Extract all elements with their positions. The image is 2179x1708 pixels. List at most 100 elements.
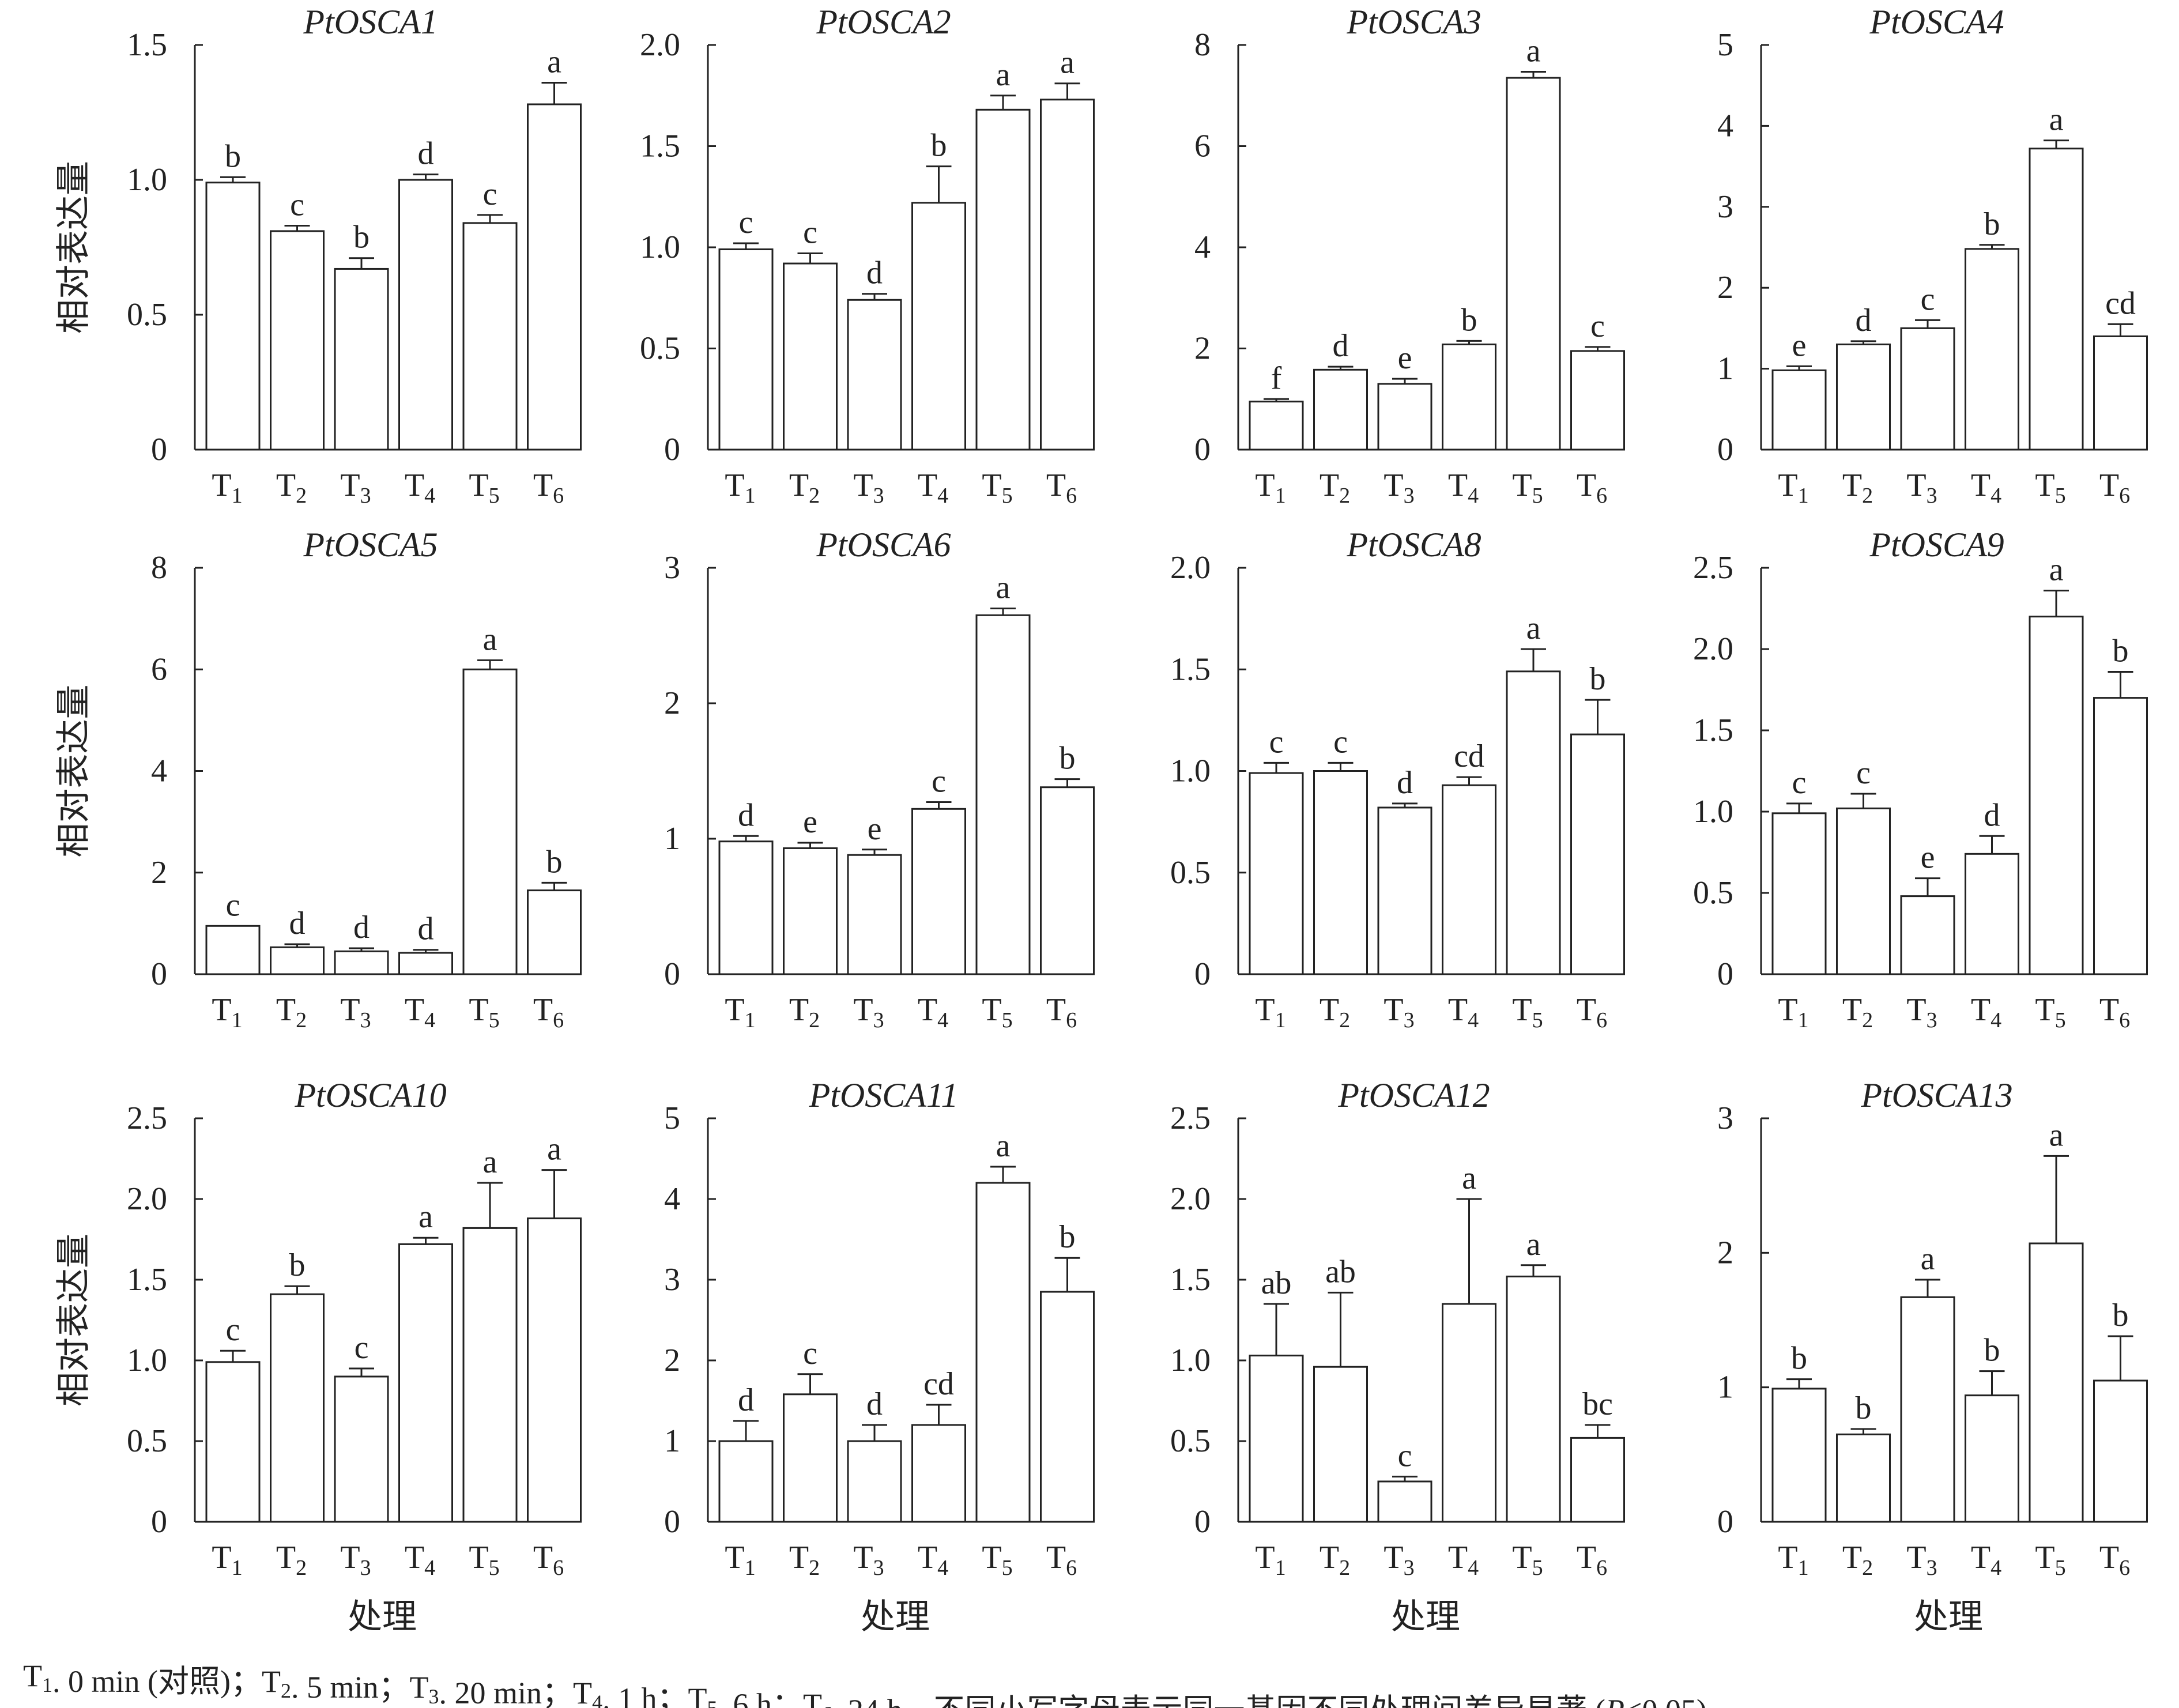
x-tick-label: T2 bbox=[276, 992, 307, 1032]
y-tick-label: 2 bbox=[1717, 270, 1733, 306]
significance-letter: a bbox=[1462, 1160, 1476, 1196]
bar bbox=[398, 952, 453, 975]
y-tick-label: 0 bbox=[151, 432, 167, 467]
y-tick-label: 0 bbox=[664, 1504, 680, 1540]
significance-letter: b bbox=[1791, 1341, 1807, 1377]
significance-letter: b bbox=[289, 1247, 306, 1283]
y-tick-label: 4 bbox=[664, 1181, 680, 1217]
significance-letter: cd bbox=[2105, 285, 2136, 321]
bar bbox=[1900, 1296, 1955, 1523]
bar bbox=[1965, 853, 2019, 975]
bar bbox=[783, 262, 838, 451]
bar bbox=[1506, 77, 1561, 451]
significance-letter: c bbox=[1792, 765, 1807, 801]
x-tick-label: T4 bbox=[918, 992, 948, 1032]
x-tick-label: T3 bbox=[1906, 992, 1937, 1032]
significance-letter: b bbox=[1984, 206, 2000, 242]
significance-letter: a bbox=[996, 570, 1011, 606]
x-tick-label: T5 bbox=[469, 1540, 499, 1580]
chart-title: PtOSCA3 bbox=[1346, 3, 1481, 41]
x-tick-label: T3 bbox=[340, 1540, 371, 1580]
bar bbox=[205, 1361, 261, 1523]
x-tick-label: T4 bbox=[918, 467, 948, 508]
bar bbox=[2029, 1242, 2084, 1523]
y-tick-label: 1.0 bbox=[127, 1343, 167, 1378]
x-tick-label: T2 bbox=[276, 1540, 307, 1580]
significance-letter: b bbox=[1060, 1219, 1076, 1255]
chart-title: PtOSCA9 bbox=[1869, 526, 2004, 564]
bar bbox=[1249, 772, 1304, 975]
chart-ptosca10: 0 0.5 1.0 1.5 2.0 2.5 PtOSCA10 c T1 b T2 c T3 a T4 a T5 a… bbox=[54, 1076, 582, 1637]
chart-title: PtOSCA1 bbox=[303, 3, 438, 41]
x-tick-label: T6 bbox=[1577, 467, 1607, 508]
y-tick-label: 0 bbox=[1194, 956, 1211, 992]
bar bbox=[911, 808, 966, 975]
bar bbox=[1040, 99, 1095, 451]
bar bbox=[334, 950, 389, 975]
x-tick-label: T2 bbox=[1320, 467, 1350, 508]
y-axis-label: 相对表达量 bbox=[54, 161, 94, 334]
bar bbox=[1313, 1366, 1368, 1523]
significance-letter: d bbox=[1397, 765, 1413, 801]
significance-letter: c bbox=[739, 205, 753, 240]
x-tick-label: T1 bbox=[1778, 1540, 1808, 1580]
y-tick-label: 1.0 bbox=[127, 162, 167, 198]
x-tick-label: T5 bbox=[982, 1540, 1012, 1580]
bar bbox=[1040, 786, 1095, 975]
significance-letter: cd bbox=[923, 1366, 954, 1402]
y-axis-label: 相对表达量 bbox=[54, 685, 94, 858]
bar bbox=[1771, 812, 1827, 975]
bar bbox=[718, 840, 774, 975]
bar bbox=[1377, 383, 1432, 451]
y-tick-label: 2 bbox=[1717, 1235, 1733, 1270]
chart-ptosca5: 0 2 4 6 8 PtOSCA5 c T1 d T2 d T3 d T4 a T5 b T6 相对表达量 bbox=[54, 526, 582, 1032]
significance-letter: b bbox=[1856, 1390, 1872, 1426]
y-tick-label: 3 bbox=[664, 550, 680, 586]
significance-letter: c bbox=[1398, 1438, 1412, 1474]
y-tick-label: 2 bbox=[664, 1343, 680, 1378]
bar bbox=[783, 1393, 838, 1523]
y-tick-label: 2 bbox=[664, 685, 680, 721]
y-tick-label: 2.5 bbox=[1170, 1100, 1211, 1136]
x-tick-label: T2 bbox=[1320, 1540, 1350, 1580]
bar bbox=[1965, 1394, 2019, 1523]
x-tick-label: T5 bbox=[1512, 992, 1543, 1032]
x-tick-label: T6 bbox=[533, 1540, 564, 1580]
y-tick-label: 2 bbox=[151, 855, 167, 891]
x-tick-label: T4 bbox=[1971, 1540, 2001, 1580]
y-tick-label: 0.5 bbox=[1693, 875, 1733, 911]
y-tick-label: 1 bbox=[1717, 1370, 1733, 1405]
x-tick-label: T4 bbox=[1971, 467, 2001, 508]
significance-letter: e bbox=[1792, 327, 1807, 363]
y-tick-label: 0 bbox=[151, 1504, 167, 1540]
bar bbox=[1570, 1436, 1625, 1523]
x-tick-label: T5 bbox=[1512, 467, 1543, 508]
y-tick-label: 0 bbox=[1717, 432, 1733, 467]
bar bbox=[718, 1440, 774, 1523]
significance-letter: e bbox=[1921, 840, 1935, 876]
significance-letter: b bbox=[225, 138, 241, 174]
y-tick-label: 1.5 bbox=[640, 129, 680, 164]
x-tick-label: T2 bbox=[276, 467, 307, 508]
chart-ptosca9: 0 0.5 1.0 1.5 2.0 2.5 PtOSCA9 c T1 c T2 e T3 d T4 a T5 b T… bbox=[1693, 526, 2148, 1032]
chart-title: PtOSCA10 bbox=[294, 1076, 446, 1114]
significance-letter: a bbox=[547, 44, 561, 80]
y-tick-label: 0 bbox=[1717, 1504, 1733, 1540]
significance-letter: a bbox=[1921, 1241, 1935, 1277]
significance-letter: b bbox=[353, 220, 370, 255]
bar bbox=[718, 248, 774, 451]
significance-letter: c bbox=[1590, 308, 1605, 344]
bar bbox=[1836, 807, 1891, 975]
bar bbox=[2093, 697, 2148, 975]
significance-letter: c bbox=[290, 187, 304, 223]
significance-letter: b bbox=[2113, 1298, 2129, 1333]
bar bbox=[270, 230, 325, 451]
chart-ptosca1: 0 0.5 1.0 1.5 PtOSCA1 b T1 c T2 b T3 d T4 c T5 a T6 相对表达量 bbox=[54, 3, 582, 508]
chart-ptosca11: 0 1 2 3 4 5 PtOSCA11 d T1 c T2 d T3 cd T4 a T5 b T6 处理 bbox=[664, 1076, 1095, 1637]
significance-letter: e bbox=[1398, 340, 1412, 376]
x-tick-label: T6 bbox=[2099, 467, 2130, 508]
significance-letter: b bbox=[1461, 302, 1477, 338]
chart-title: PtOSCA6 bbox=[816, 526, 951, 564]
x-tick-label: T6 bbox=[2099, 992, 2130, 1032]
